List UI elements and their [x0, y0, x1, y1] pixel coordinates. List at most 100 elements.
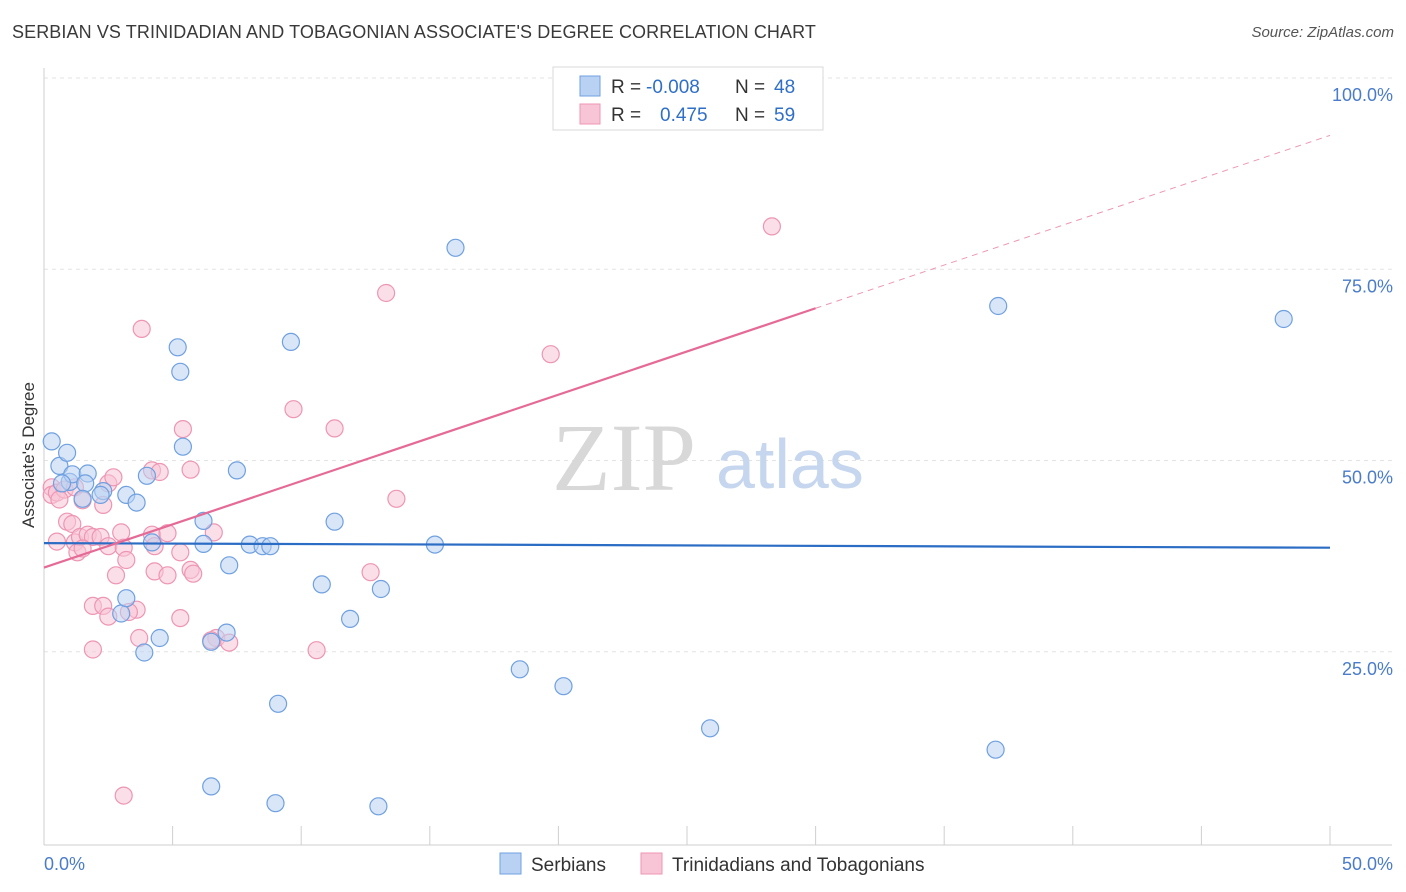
- serbian-point-32: [554, 677, 573, 696]
- trinidadian-point-6: [50, 490, 69, 509]
- serbian-point-20: [227, 461, 246, 480]
- serbian-point-2: [57, 443, 77, 462]
- trinidadian-point-31: [173, 420, 192, 439]
- serbian-point-44: [269, 694, 288, 713]
- trinidadian-point-56: [762, 217, 782, 236]
- x-tick-labels: 0.0% 50.0%: [44, 854, 1393, 874]
- trinidadian-point-48: [83, 640, 103, 659]
- chart-title: SERBIAN VS TRINIDADIAN AND TOBAGONIAN AS…: [12, 22, 817, 42]
- serbian-point-16: [168, 338, 187, 357]
- y-tick-label-3: 25.0%: [1342, 659, 1393, 679]
- serbian-point-14: [171, 362, 190, 381]
- y-tick-label-1: 75.0%: [1342, 276, 1393, 296]
- serbian-point-34: [986, 740, 1005, 759]
- serbian-point-41: [135, 643, 154, 662]
- legend-swatch-serbians: [579, 75, 601, 97]
- watermark-zip: ZIP: [552, 404, 696, 511]
- source-credit: Source: ZipAtlas.com: [1251, 24, 1394, 41]
- legend-swatch-trinidadians: [579, 103, 601, 125]
- serbian-point-46: [266, 794, 285, 813]
- trinidadian-point-20: [104, 468, 123, 487]
- watermark-atlas: atlas: [716, 425, 864, 503]
- legend-r-label-0: R =: [611, 77, 641, 98]
- serbian-point-25: [312, 575, 331, 594]
- serbian-point-0: [42, 432, 61, 451]
- trinidadian-point-50: [284, 400, 303, 419]
- serbian-point-10: [91, 485, 110, 504]
- serbian-point-23: [261, 537, 280, 556]
- legend-r-label-1: R =: [611, 105, 641, 126]
- trinidadian-point-55: [541, 345, 560, 364]
- trend-lines: [43, 134, 1331, 569]
- trinidadian-point-51: [325, 419, 344, 438]
- serbian-point-45: [202, 777, 221, 796]
- serbian-point-5: [52, 474, 72, 493]
- serbian-point-17: [194, 511, 213, 531]
- serbian-point-35: [989, 296, 1008, 316]
- serbian-point-38: [117, 589, 136, 608]
- x-tick-label-1: 50.0%: [1342, 854, 1393, 874]
- x-tick-label-0: 0.0%: [44, 854, 85, 874]
- serbian-point-15: [173, 437, 192, 456]
- trinidadian-point-24: [117, 550, 136, 570]
- trend-line-serbians: [43, 542, 1331, 549]
- trinidadian-point-30: [184, 564, 203, 583]
- serbian-point-42: [217, 623, 236, 642]
- serbian-point-43: [202, 632, 221, 651]
- trinidadian-point-52: [361, 563, 380, 582]
- trinidadian-point-32: [181, 460, 200, 479]
- trinidadian-point-21: [112, 523, 131, 542]
- serbian-point-24: [281, 332, 300, 351]
- legend-n-label-0: N =: [735, 77, 765, 98]
- serbian-point-28: [371, 579, 390, 599]
- y-tick-label-2: 50.0%: [1342, 468, 1393, 488]
- serbian-point-19: [220, 556, 239, 575]
- serbian-point-13: [137, 466, 156, 485]
- legend-n-value-1: 59: [774, 105, 795, 126]
- trinidadian-point-23: [106, 566, 126, 585]
- legend-n-value-0: 48: [774, 77, 795, 98]
- trinidadian-point-17: [47, 532, 67, 551]
- serbian-point-7: [76, 474, 95, 493]
- bottom-legend-label-trinidadians: Trinidadians and Tobagonians: [672, 855, 924, 876]
- trend-line-trinidadians: [43, 307, 816, 569]
- series-legend: Serbians Trinidadians and Tobagonians: [499, 852, 924, 876]
- data-points: [42, 217, 1293, 816]
- serbian-point-27: [341, 609, 360, 629]
- serbian-point-31: [510, 660, 529, 679]
- trinidadian-point-28: [171, 543, 190, 562]
- serbian-point-37: [112, 604, 131, 623]
- grid-lines: [44, 77, 1392, 653]
- serbian-point-30: [446, 238, 465, 257]
- trinidadian-point-38: [204, 523, 223, 542]
- serbian-point-33: [700, 719, 720, 738]
- trend-line-trinidadians-extension: [815, 134, 1331, 309]
- trinidadian-point-54: [387, 489, 406, 508]
- correlation-legend: R = -0.008 N = 48 R = 0.475 N = 59: [552, 66, 824, 131]
- axes: [43, 68, 1392, 846]
- bottom-legend-swatch-serbians: [499, 852, 522, 875]
- serbian-point-8: [73, 489, 92, 508]
- serbian-point-47: [369, 797, 388, 816]
- watermark: ZIP atlas: [552, 404, 864, 511]
- y-tick-labels: 100.0% 75.0% 50.0% 25.0%: [1332, 85, 1393, 679]
- trinidadian-point-58: [114, 786, 133, 805]
- trinidadian-point-57: [307, 641, 326, 660]
- serbian-point-40: [150, 628, 169, 648]
- legend-n-label-1: N =: [735, 105, 765, 126]
- trinidadian-point-36: [158, 566, 177, 585]
- trinidadian-point-37: [132, 319, 151, 338]
- y-axis-label: Associate's Degree: [19, 382, 38, 528]
- bottom-legend-label-serbians: Serbians: [531, 855, 606, 876]
- bottom-legend-swatch-trinidadians: [640, 852, 663, 875]
- trinidadian-point-53: [377, 283, 396, 303]
- serbian-point-36: [1274, 309, 1293, 329]
- y-tick-label-0: 100.0%: [1332, 85, 1393, 105]
- trinidadian-point-27: [158, 524, 177, 543]
- trinidadian-point-47: [171, 608, 190, 628]
- legend-r-value-0: -0.008: [646, 77, 700, 98]
- serbian-point-12: [127, 493, 146, 512]
- legend-r-value-1: 0.475: [660, 105, 708, 126]
- series-serbians: [42, 238, 1293, 816]
